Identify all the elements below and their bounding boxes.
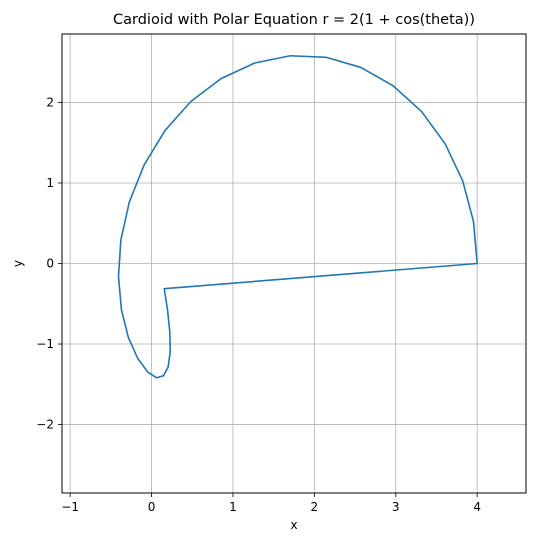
y-tick-label: 1	[46, 176, 54, 190]
y-tick-label: −1	[36, 337, 54, 351]
x-tick-label: 4	[473, 500, 481, 514]
cardioid-curve	[117, 54, 478, 379]
grid-lines	[62, 34, 526, 493]
y-tick-label: 2	[46, 95, 54, 109]
x-tick-label: 0	[148, 500, 156, 514]
plot-area	[117, 54, 478, 379]
x-tick-label: 1	[229, 500, 237, 514]
y-tick-label: −2	[36, 418, 54, 432]
x-tick-label: 3	[392, 500, 400, 514]
y-tick-label: 0	[46, 257, 54, 271]
y-axis-label: y	[11, 260, 25, 267]
x-axis-label: x	[290, 518, 297, 532]
x-tick-label: −1	[61, 500, 79, 514]
chart-title: Cardioid with Polar Equation r = 2(1 + c…	[113, 12, 475, 28]
ticks: −1 0 1 2 3 4 −2 −1 0 1 2	[36, 95, 481, 514]
x-tick-label: 2	[311, 500, 319, 514]
